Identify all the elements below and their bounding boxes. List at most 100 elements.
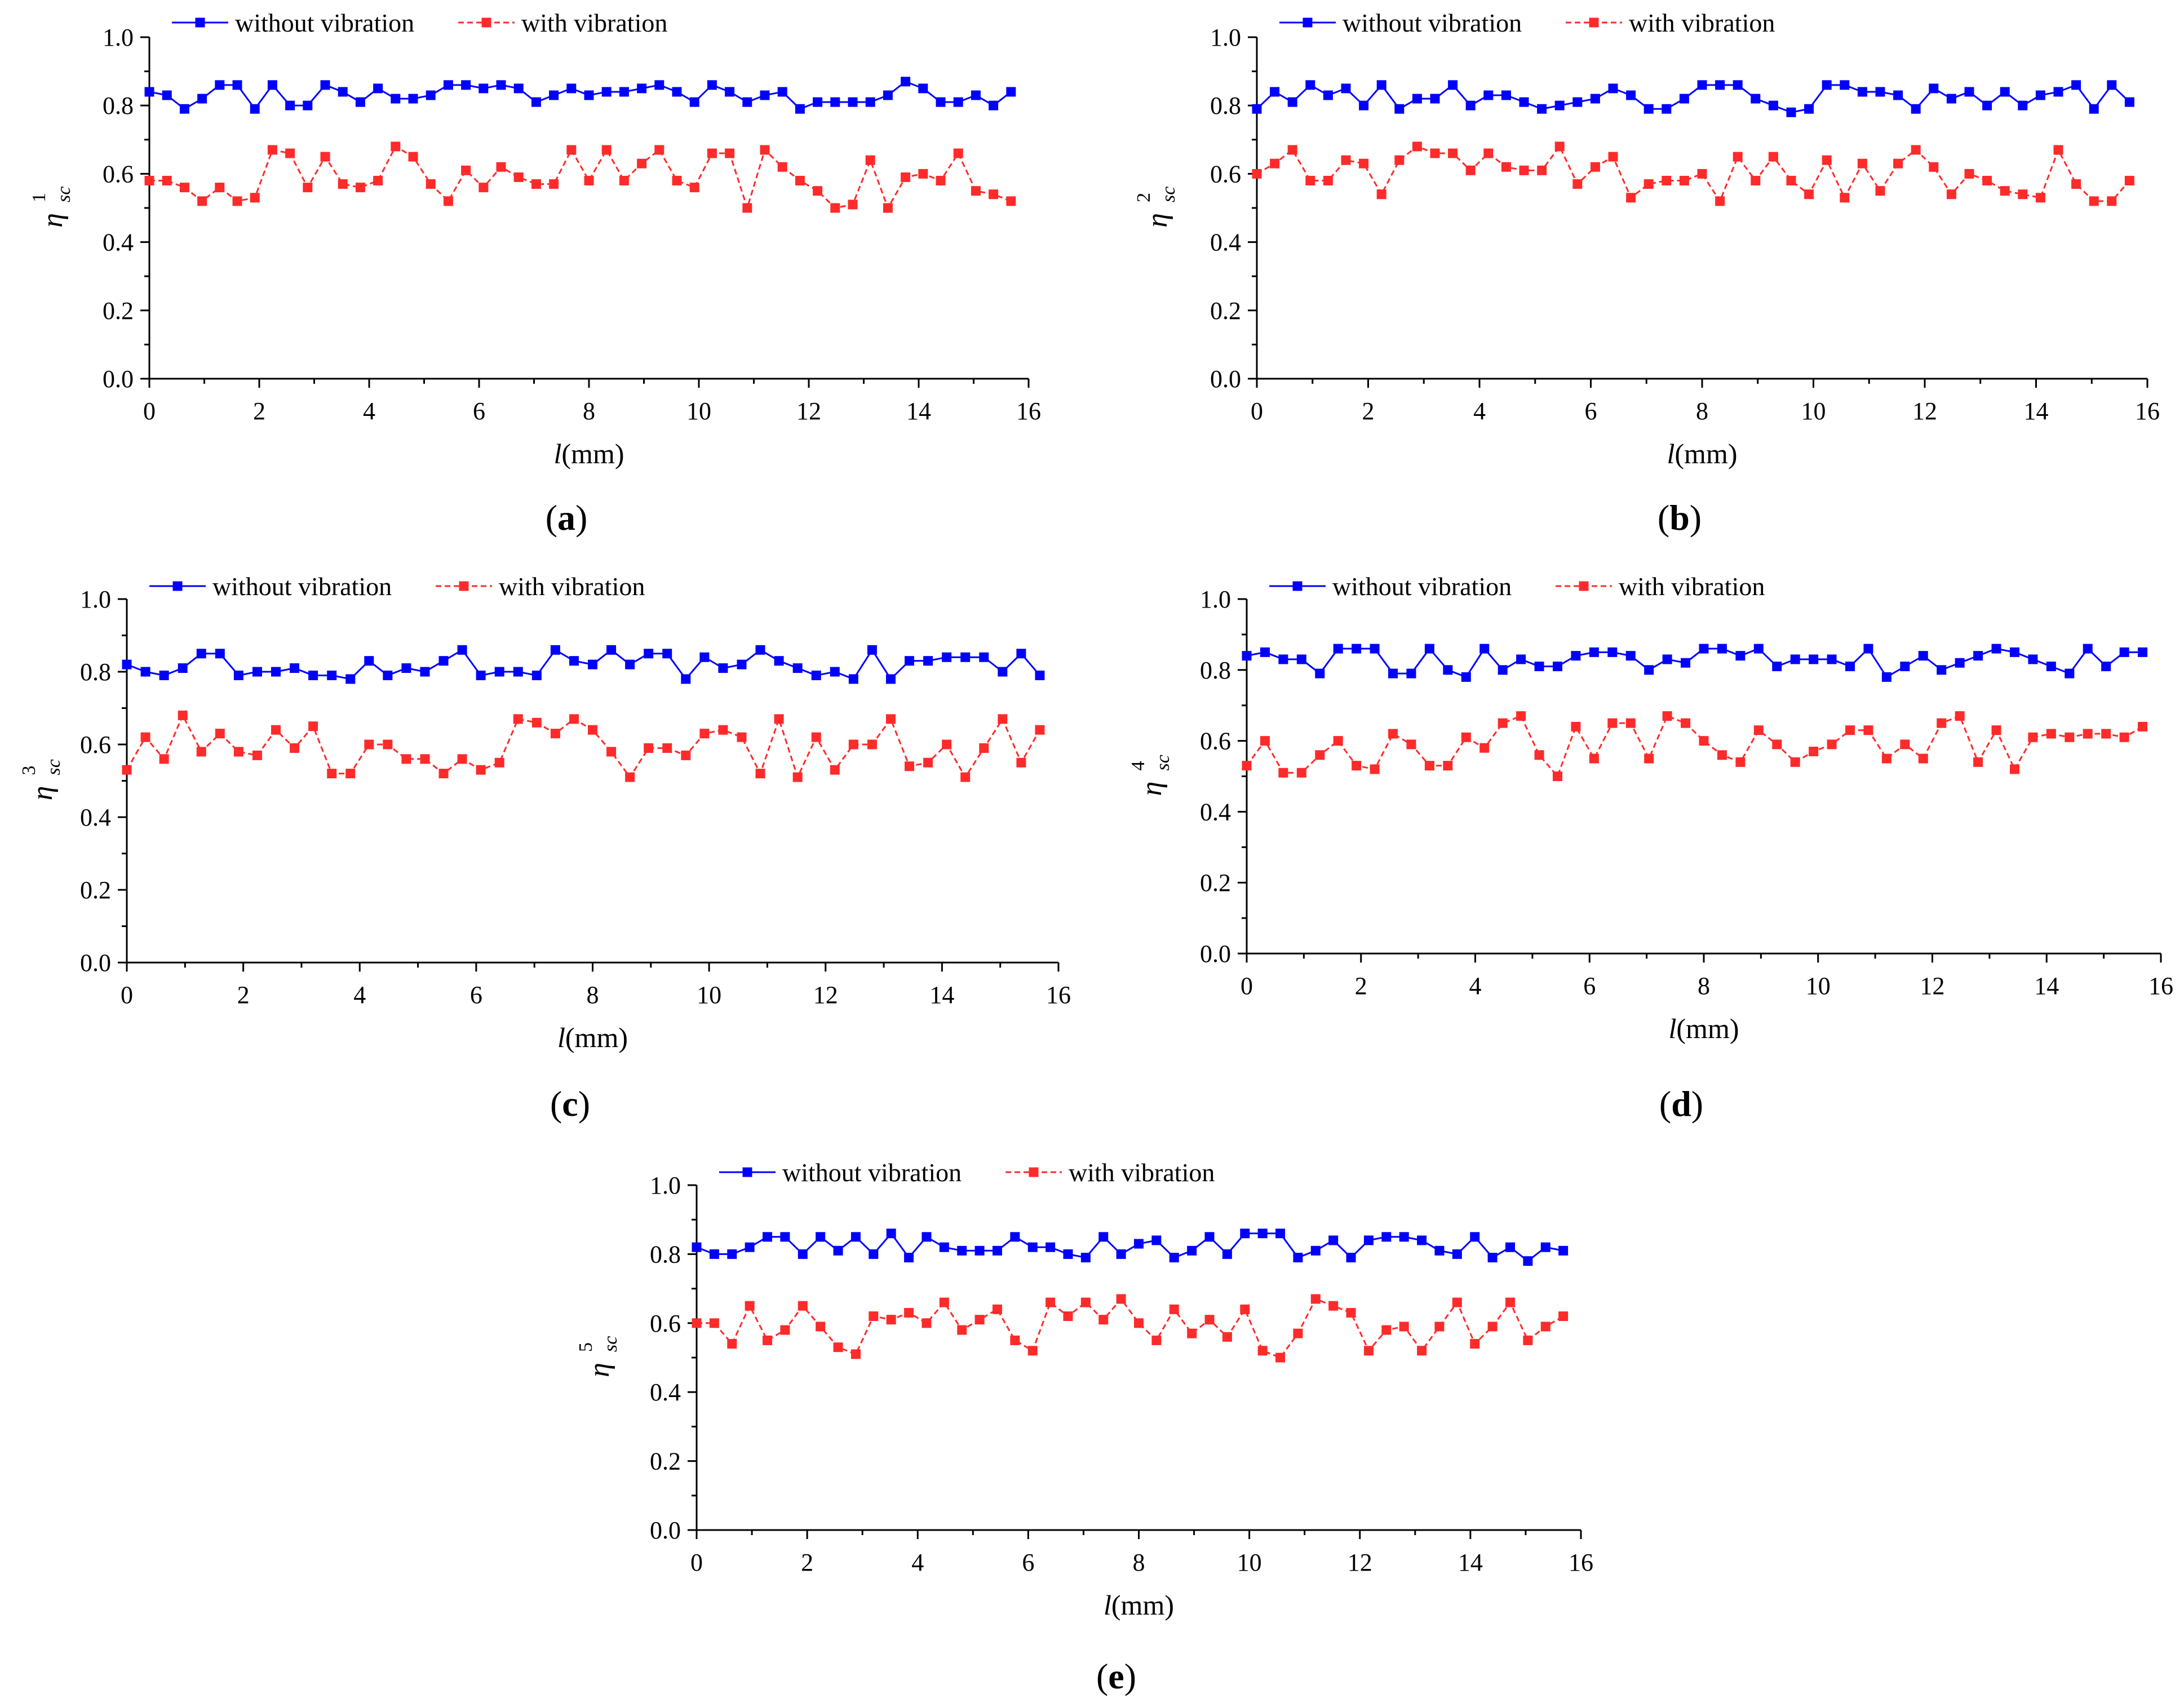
- data-point-with: [1809, 746, 1819, 756]
- y-tick-label: 0.2: [103, 297, 134, 325]
- data-point-without: [1498, 665, 1508, 675]
- chart-panel-d: 0 2 4 6 8 10 12 14 16 0.0 0.2 0.4 0.6 0.8 1.0 l(mm) η sc 4…: [1128, 572, 2173, 1124]
- data-point-with: [1010, 1335, 1020, 1345]
- data-point-with: [1016, 757, 1026, 768]
- data-point-without: [1929, 83, 1939, 94]
- data-point-without: [936, 97, 946, 107]
- data-point-without: [957, 1245, 967, 1256]
- y-tick-label: 0.6: [103, 160, 134, 188]
- series-line-with-vibration: [149, 145, 1012, 211]
- data-point-with: [2035, 193, 2045, 203]
- y-axis-label: η sc 4: [1128, 755, 1173, 796]
- data-point-with: [2138, 721, 2148, 731]
- data-point-with: [971, 186, 981, 196]
- y-axis-symbol: η: [583, 1363, 615, 1377]
- data-point-without: [373, 83, 383, 94]
- data-point-without: [777, 87, 787, 97]
- data-point-without: [1424, 644, 1434, 654]
- data-point-with: [2119, 732, 2129, 742]
- data-point-without: [476, 670, 486, 680]
- data-point-with: [1412, 141, 1422, 152]
- data-point-without: [811, 670, 821, 680]
- data-point-without: [1523, 1256, 1533, 1266]
- data-point-with: [588, 725, 597, 735]
- y-tick-label: 0.0: [650, 1517, 681, 1544]
- data-point-without: [1893, 90, 1903, 100]
- legend-item-without-vibration: without vibration: [1279, 8, 1522, 37]
- data-point-without: [755, 645, 765, 655]
- data-point-without: [1252, 104, 1262, 114]
- data-point-with: [1293, 1328, 1303, 1338]
- data-point-with: [798, 1301, 808, 1311]
- data-point-with: [974, 1315, 985, 1325]
- y-tick-label: 0.0: [80, 949, 111, 977]
- data-point-with: [1323, 176, 1333, 186]
- data-point-without: [549, 90, 559, 100]
- data-point-with: [848, 199, 858, 210]
- data-point-with: [1240, 1304, 1250, 1314]
- x-axis-label: l(mm): [1669, 1013, 1739, 1044]
- data-point-without: [461, 80, 471, 90]
- data-point-without: [742, 97, 752, 107]
- data-point-without: [2000, 87, 2010, 97]
- data-point-without: [1772, 662, 1782, 672]
- data-point-without: [513, 83, 524, 94]
- data-point-without: [625, 659, 635, 670]
- data-point-with: [905, 761, 915, 772]
- data-point-without: [1296, 654, 1306, 664]
- data-point-with: [1134, 1318, 1144, 1328]
- data-point-with: [1900, 739, 1910, 750]
- data-point-without: [285, 100, 295, 110]
- data-point-with: [1505, 1297, 1515, 1307]
- y-tick-label: 0.4: [1200, 798, 1231, 826]
- data-point-with: [1589, 753, 1599, 764]
- data-point-with: [901, 172, 911, 182]
- data-point-with: [654, 145, 664, 155]
- data-point-with: [383, 739, 393, 750]
- y-tick-label: 0.0: [1210, 365, 1241, 393]
- data-point-without: [1643, 104, 1654, 114]
- data-point-with: [992, 1304, 1002, 1314]
- data-point-with: [285, 148, 295, 158]
- y-tick-label: 0.0: [1200, 940, 1231, 968]
- data-point-with: [461, 165, 471, 175]
- data-point-without: [922, 1232, 932, 1242]
- x-axis-variable: l: [1669, 1013, 1677, 1044]
- data-point-without: [709, 1249, 719, 1259]
- data-point-without: [513, 667, 523, 677]
- data-point-without: [883, 90, 893, 100]
- data-point-without: [1715, 80, 1725, 90]
- y-axis-label: η sc 5: [575, 1336, 621, 1377]
- data-point-without: [550, 645, 560, 655]
- data-point-with: [1572, 179, 1583, 189]
- data-point-with: [755, 769, 765, 779]
- data-point-without: [1006, 87, 1016, 97]
- data-point-without: [197, 94, 207, 104]
- data-point-without: [830, 97, 840, 107]
- data-point-with: [2065, 732, 2075, 742]
- data-point-without: [869, 1249, 879, 1259]
- data-point-with: [308, 721, 318, 731]
- data-point-with: [1590, 162, 1600, 172]
- y-axis-label: η sc 3: [19, 759, 64, 800]
- data-point-without: [1315, 668, 1325, 679]
- data-point-without: [232, 80, 242, 90]
- x-tick-label: 14: [1458, 1549, 1483, 1576]
- data-point-without: [1305, 80, 1315, 90]
- data-point-without: [1310, 1245, 1321, 1256]
- data-point-without: [971, 90, 981, 100]
- x-axis-unit: (mm): [1111, 1589, 1174, 1621]
- data-point-with: [1519, 165, 1529, 175]
- x-tick-label: 10: [1806, 972, 1831, 1000]
- data-point-with: [1644, 753, 1654, 764]
- data-point-without: [2053, 87, 2063, 97]
- data-point-without: [1328, 1235, 1339, 1245]
- data-point-without: [271, 667, 281, 677]
- data-point-with: [1955, 711, 1965, 721]
- legend-item-without-vibration: without vibration: [172, 8, 414, 37]
- data-point-without: [1881, 672, 1891, 682]
- data-point-without: [637, 83, 647, 94]
- data-point-without: [1278, 654, 1288, 664]
- x-axis-label: l(mm): [1667, 438, 1738, 469]
- data-point-with: [320, 152, 330, 162]
